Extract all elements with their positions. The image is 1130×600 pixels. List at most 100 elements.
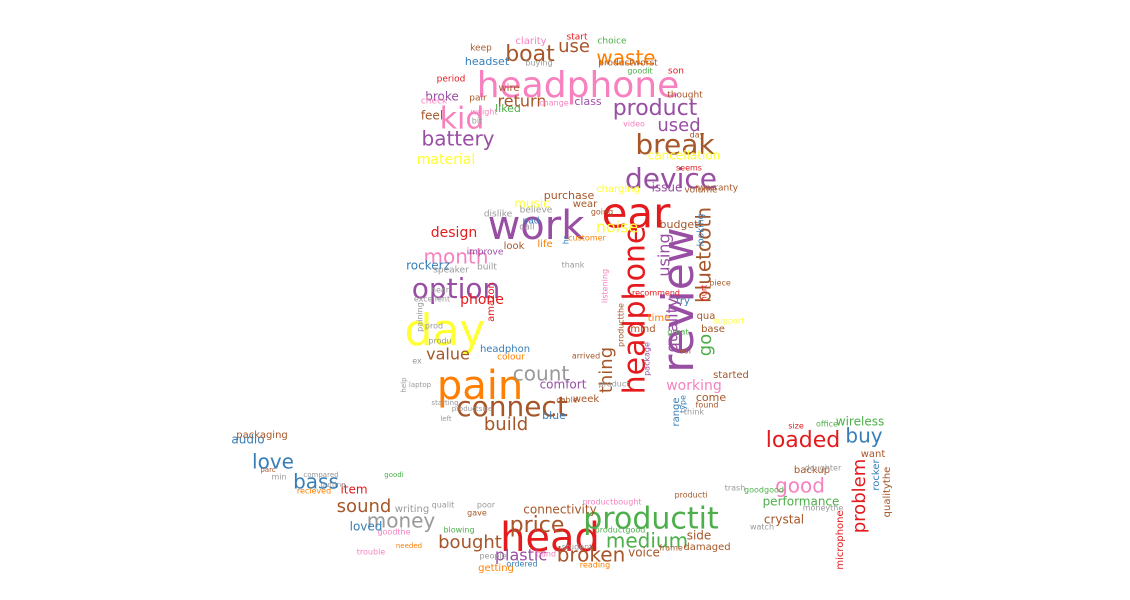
word-noise: noise [596, 218, 639, 237]
word-productthe: productthe [617, 303, 626, 347]
word-going: going [591, 208, 613, 217]
word-improve: improve [467, 248, 504, 258]
word-good: good [775, 474, 825, 498]
word-putting: putting [320, 481, 345, 489]
word-purchase: purchase [544, 189, 595, 202]
word-qua: qua [697, 311, 716, 322]
word-wire: wire [498, 83, 519, 94]
word-love: love [252, 450, 294, 474]
word-writing: writing [395, 504, 429, 515]
word-bought: bought [438, 532, 502, 553]
word-music: music [514, 197, 549, 211]
word-paining: paining [416, 302, 425, 332]
word-support: support [714, 317, 745, 326]
word-option: option [412, 272, 501, 305]
word-bit: bit [472, 117, 482, 126]
word-cancellation: cancellation [648, 149, 721, 163]
word-trash: trash [725, 484, 746, 493]
word-day: day [405, 305, 486, 356]
word-listening: listening [601, 269, 610, 303]
word-productgood: productgood [595, 526, 646, 535]
word-return: return [498, 92, 547, 111]
word-hurt: hurt [700, 285, 709, 302]
word-material: material [417, 152, 475, 168]
word-productsize: productsize [452, 405, 493, 413]
word-medium: medium [606, 529, 688, 553]
word-time: time [648, 313, 671, 324]
word-productbought: productbought [582, 498, 641, 507]
word-produ: produ [428, 337, 451, 346]
word-go: go [695, 334, 716, 356]
word-thing: thing [596, 347, 617, 393]
word-thank: thank [562, 261, 585, 270]
word-kid: kid [440, 102, 485, 137]
word-looking: looking [697, 214, 707, 247]
word-issue: issue [652, 181, 683, 195]
word-loaded: loaded [766, 428, 841, 453]
word-gave: gave [467, 509, 487, 518]
word-battery: battery [422, 127, 495, 151]
word-look: look [504, 241, 525, 252]
word-rocker: rocker [871, 459, 882, 491]
word-damaged: damaged [683, 542, 730, 553]
word-headphone: headphone [618, 226, 653, 395]
word-review: review [653, 227, 704, 373]
word-starting: starting [431, 399, 458, 407]
word-goodthe: goodthe [377, 528, 410, 537]
word-week: week [573, 394, 599, 405]
word-day: day [690, 131, 705, 140]
word-hear: hear [431, 286, 450, 295]
word-build: build [484, 414, 528, 435]
word-getting: getting [478, 563, 514, 574]
word-people: people [479, 552, 506, 561]
word-ex: ex [412, 357, 422, 366]
word-packaging: packaging [236, 430, 288, 441]
word-producti: producti [675, 491, 708, 500]
word-using: using [655, 233, 674, 276]
word-bass: bass [293, 470, 339, 494]
word-left: left [440, 415, 452, 423]
word-pain: pain [437, 363, 523, 409]
word-reading: reading [580, 561, 610, 570]
word-cable: cable [556, 396, 578, 405]
word-son: son [668, 67, 684, 77]
word-product: product [613, 96, 698, 121]
word-connectivity: connectivity [523, 503, 596, 517]
word-hr: hr [562, 235, 571, 244]
word-productit: productit [583, 502, 719, 537]
word-laptop: laptop [409, 381, 432, 389]
word-break: break [635, 128, 715, 161]
word-try: try [676, 296, 690, 307]
word-quality: quality [663, 298, 682, 353]
word-vol: vol [679, 347, 691, 356]
word-buying: buying [525, 59, 552, 68]
word-plastic: plastic [495, 546, 547, 565]
word-recommend: recommend [632, 289, 680, 298]
word-class: class [574, 95, 602, 108]
word-feel: feel [421, 109, 443, 123]
word-crystal: crystal [764, 513, 804, 527]
word-connect: connect [456, 390, 568, 423]
word-volume: volume [684, 186, 718, 196]
word-thought: thought [667, 91, 703, 101]
word-built: built [477, 263, 497, 273]
word-keep: keep [470, 44, 492, 54]
word-wireless: wireless [836, 415, 884, 429]
word-broken: broken [557, 543, 626, 567]
word-pair: pair [469, 94, 487, 104]
word-want: want [861, 449, 886, 460]
word-colour: colour [497, 353, 525, 363]
word-trouble: trouble [357, 548, 386, 557]
word-package: package [643, 342, 652, 376]
word-loved: loved [350, 520, 383, 534]
word-product: product [599, 380, 630, 389]
word-phone: phone [460, 292, 504, 308]
word-blue: blue [542, 409, 566, 422]
word-broke: broke [425, 90, 459, 104]
word-prod: prod [425, 322, 443, 331]
word-poor: poor [477, 501, 496, 510]
word-size: size [788, 422, 804, 431]
word-band: band [536, 550, 556, 559]
